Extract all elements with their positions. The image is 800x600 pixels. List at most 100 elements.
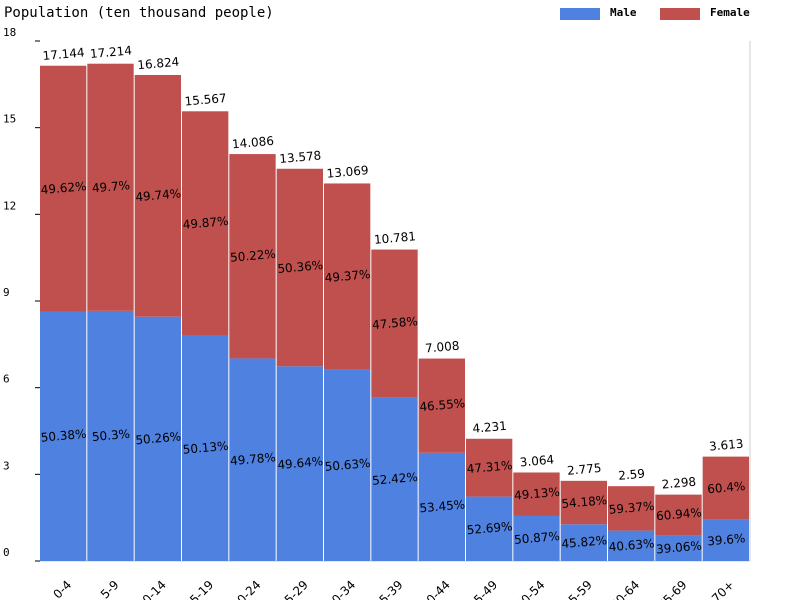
x-tick-label: 10-14: [134, 578, 169, 600]
bar-segment: [608, 530, 655, 561]
bar-segment: [655, 535, 702, 561]
x-tick-label: 25-29: [276, 578, 311, 600]
bar-segment: [655, 494, 702, 536]
segment-label: 59.37%: [608, 499, 655, 517]
segment-label: 50.87%: [514, 529, 561, 547]
total-label: 14.086: [231, 134, 274, 152]
x-tick-label: 40-44: [418, 578, 453, 600]
bar-segment: [560, 524, 607, 561]
total-label: 10.781: [373, 229, 416, 247]
y-tick-label: 9: [3, 286, 10, 299]
total-label: 2.59: [618, 467, 646, 483]
bar-segment: [87, 63, 134, 311]
segment-label: 49.74%: [135, 186, 182, 204]
x-tick-label: 5-9: [98, 578, 122, 600]
bar-segment: [513, 472, 560, 516]
segment-label: 49.13%: [514, 485, 561, 503]
legend-label: Female: [710, 6, 750, 19]
segment-label: 52.69%: [466, 519, 513, 537]
bar-segment: [560, 480, 607, 525]
x-tick-label: 55-59: [560, 578, 595, 600]
y-tick-label: 6: [3, 373, 10, 386]
bar-segment: [276, 366, 323, 561]
segment-label: 47.58%: [372, 314, 419, 332]
x-tick-label: 35-39: [371, 578, 406, 600]
legend-label: Male: [610, 6, 637, 19]
x-tick-label: 70+: [709, 578, 737, 600]
segment-label: 54.18%: [561, 493, 608, 511]
bar-segment: [87, 310, 134, 561]
segment-label: 39.6%: [707, 531, 746, 548]
bar-segment: [40, 65, 87, 312]
legend-swatch: [660, 8, 700, 20]
chart-title: Population (ten thousand people): [4, 5, 274, 21]
bar-segment: [418, 452, 465, 561]
total-label: 4.231: [472, 419, 507, 436]
total-label: 3.613: [709, 437, 744, 454]
segment-label: 50.36%: [277, 258, 324, 276]
segment-label: 45.82%: [561, 533, 608, 551]
bar-segment: [229, 154, 276, 359]
bar-segment: [466, 496, 513, 561]
segment-label: 50.13%: [182, 439, 229, 457]
segment-label: 49.64%: [277, 454, 324, 472]
bar-segment: [324, 183, 371, 370]
segment-label: 49.7%: [91, 178, 130, 195]
segment-label: 49.37%: [324, 267, 371, 285]
bar-segment: [40, 311, 87, 561]
bar-segment: [418, 358, 465, 453]
segment-label: 60.94%: [656, 505, 703, 523]
bar-segment: [182, 111, 229, 336]
x-tick-label: 50-54: [513, 578, 548, 600]
y-tick-label: 12: [3, 199, 16, 212]
bar-segment: [182, 335, 229, 561]
total-label: 7.008: [425, 339, 460, 356]
x-tick-label: 0-4: [50, 578, 74, 600]
segment-label: 39.06%: [656, 539, 703, 557]
y-tick-label: 0: [3, 546, 10, 559]
bar-segment: [134, 316, 181, 561]
segment-label: 50.3%: [91, 427, 130, 444]
total-label: 17.144: [42, 45, 85, 63]
total-label: 13.069: [326, 163, 369, 181]
x-tick-label: 20-24: [229, 578, 264, 600]
x-tick-label: 45-49: [466, 578, 501, 600]
segment-label: 49.78%: [230, 450, 277, 468]
segment-label: 40.63%: [608, 536, 655, 554]
y-tick-label: 15: [3, 113, 16, 126]
x-tick-label: 30-34: [324, 578, 359, 600]
bar-segment: [371, 249, 418, 398]
segment-label: 60.4%: [707, 479, 746, 496]
bar-segment: [702, 519, 749, 561]
bar-segment: [276, 168, 323, 367]
segment-label: 50.22%: [230, 247, 277, 265]
total-label: 16.824: [137, 55, 180, 73]
bar-segment: [371, 397, 418, 561]
bar-segment: [134, 74, 181, 317]
total-label: 17.214: [89, 43, 132, 61]
segment-label: 49.62%: [40, 179, 87, 197]
bar-segment: [513, 515, 560, 561]
y-tick-label: 18: [3, 26, 16, 39]
segment-label: 50.38%: [40, 427, 87, 445]
total-label: 2.298: [661, 475, 696, 492]
x-tick-label: 60-64: [608, 578, 643, 600]
segment-label: 47.31%: [466, 458, 513, 476]
bar-segment: [466, 438, 513, 497]
bar-segment: [229, 358, 276, 561]
x-tick-label: 15-19: [182, 578, 217, 600]
y-tick-label: 3: [3, 459, 10, 472]
total-label: 15.567: [184, 91, 227, 109]
segment-label: 50.26%: [135, 429, 182, 447]
bar-segment: [702, 456, 749, 520]
segment-label: 50.63%: [324, 456, 371, 474]
total-label: 13.578: [279, 148, 322, 166]
segment-label: 49.87%: [182, 214, 229, 232]
segment-label: 52.42%: [372, 470, 419, 488]
bar-segment: [324, 369, 371, 561]
x-tick-label: 65-69: [655, 578, 690, 600]
total-label: 3.064: [519, 453, 554, 470]
segment-label: 53.45%: [419, 497, 466, 515]
bar-segment: [608, 486, 655, 531]
